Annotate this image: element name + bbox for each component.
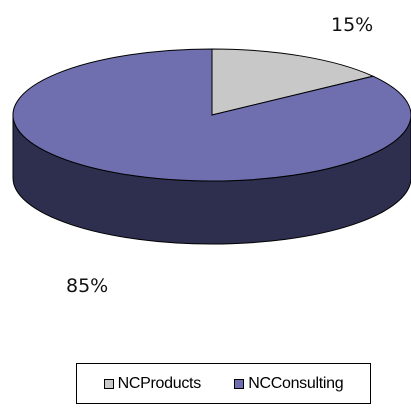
legend: NCProducts NCConsulting <box>76 363 371 404</box>
pie-slice-ncproducts <box>211 48 375 116</box>
legend-label-ncproducts: NCProducts <box>117 374 202 392</box>
data-label-ncconsulting: 85% <box>66 275 109 297</box>
legend-swatch-ncproducts <box>103 378 114 389</box>
legend-entry-ncproducts: NCProducts <box>103 374 202 393</box>
pie-top-group <box>12 48 411 182</box>
legend-swatch-ncconsulting <box>234 378 245 389</box>
legend-entry-ncconsulting: NCConsulting <box>234 374 344 393</box>
pie-slice-ncconsulting <box>12 48 411 182</box>
data-label-ncproducts: 15% <box>331 14 374 36</box>
legend-label-ncconsulting: NCConsulting <box>248 374 344 392</box>
